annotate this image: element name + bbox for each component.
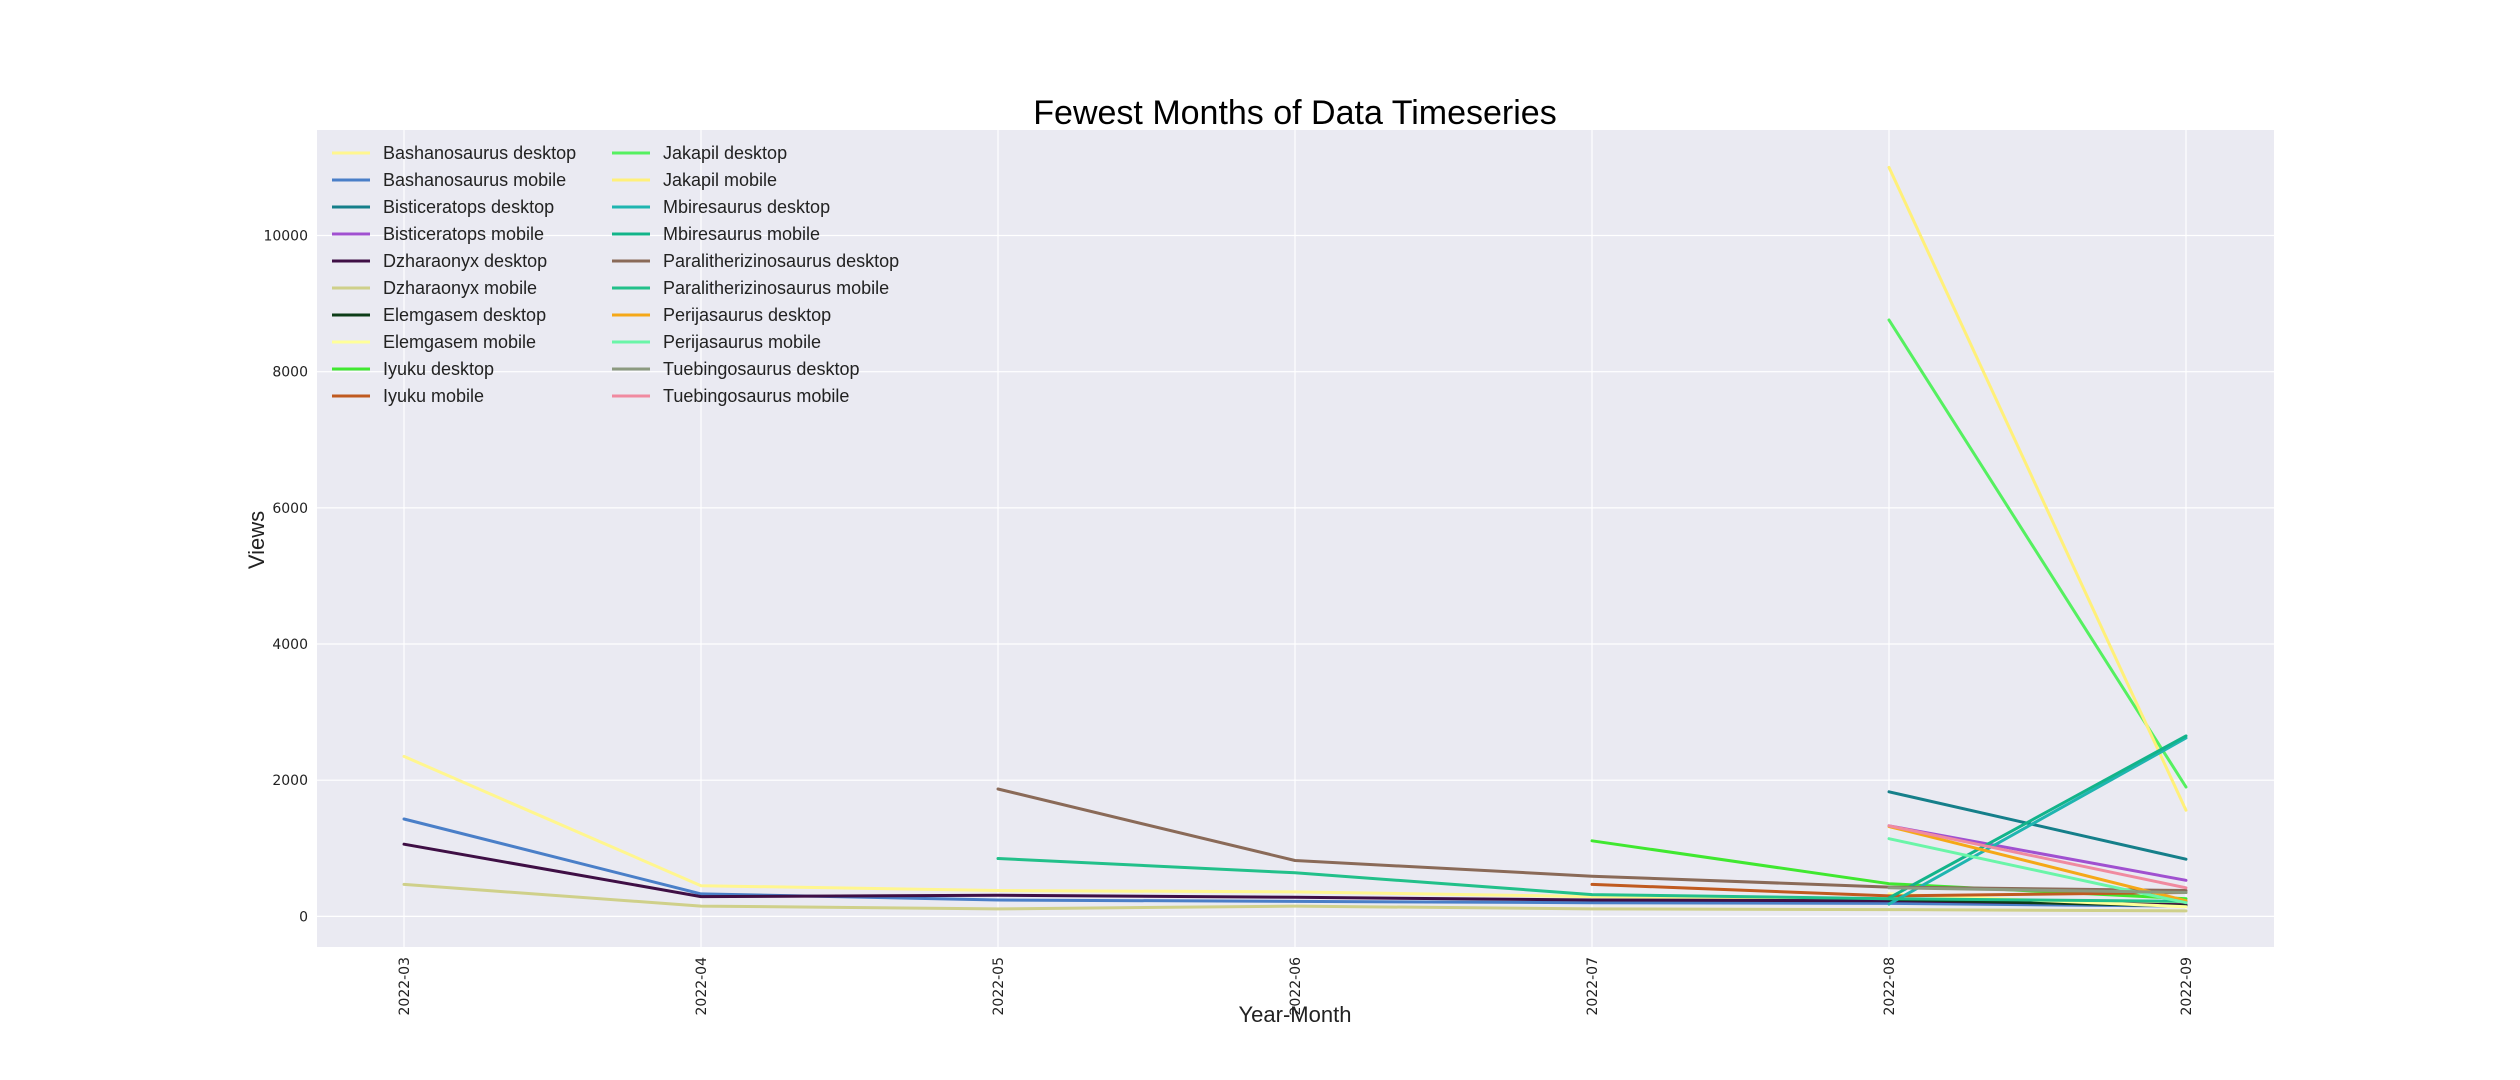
- series-line: [996, 857, 2188, 903]
- series-line: [1887, 790, 2188, 861]
- x-axis-label: Year-Month: [1239, 1002, 1352, 1027]
- x-tick-label: 2022-05: [991, 957, 1007, 1016]
- series-line: [1887, 736, 2188, 906]
- series-line: [1887, 824, 2188, 890]
- y-tick-label: 10000: [263, 229, 308, 245]
- y-tick-label: 8000: [272, 365, 308, 381]
- x-tick-label: 2022-06: [1288, 957, 1304, 1016]
- series-line: [1590, 882, 2188, 898]
- series-line: [1887, 886, 2188, 894]
- y-axis-label: Views: [244, 511, 269, 569]
- x-tick-label: 2022-08: [1882, 957, 1898, 1016]
- series-line: [1887, 734, 2188, 900]
- legend-entry-label: Bisticeratops desktop: [383, 197, 554, 217]
- x-tick-label: 2022-09: [2179, 957, 2195, 1016]
- legend-entry-label: Paralitherizinosaurus mobile: [663, 278, 889, 298]
- y-tick-label: 4000: [272, 637, 308, 653]
- legend: Bashanosaurus desktop Bashanosaurus mobil…: [332, 143, 899, 406]
- x-tick-label: 2022-03: [397, 957, 413, 1016]
- series-line: [1887, 825, 2188, 903]
- legend-entry-label: Dzharaonyx mobile: [383, 278, 537, 298]
- x-tick-labels: 2022-03 2022-04 2022-05 2022-06 2022-07 2022-…: [397, 957, 2195, 1016]
- legend-entry-label: Tuebingosaurus desktop: [663, 359, 859, 379]
- y-tick-label: 6000: [272, 501, 308, 517]
- legend-entry-label: Perijasaurus desktop: [663, 305, 831, 325]
- legend-entry-label: Jakapil mobile: [663, 170, 777, 190]
- legend-entry-label: Paralitherizinosaurus desktop: [663, 251, 899, 271]
- series-line: [1887, 318, 2188, 789]
- y-tick-labels: 0 2000 4000 6000 8000 10000: [263, 229, 308, 926]
- legend-entry-label: Tuebingosaurus mobile: [663, 386, 849, 406]
- legend-entry-label: Mbiresaurus desktop: [663, 197, 830, 217]
- series-lines: [402, 165, 2188, 913]
- y-tick-label: 2000: [272, 773, 308, 789]
- legend-entry-label: Dzharaonyx desktop: [383, 251, 547, 271]
- legend-entry-label: Perijasaurus mobile: [663, 332, 821, 352]
- y-tick-label: 0: [299, 909, 308, 925]
- legend-entry-label: Bashanosaurus desktop: [383, 143, 576, 163]
- legend-entry-label: Iyuku desktop: [383, 359, 494, 379]
- legend-entry-label: Bashanosaurus mobile: [383, 170, 566, 190]
- x-tick-label: 2022-07: [1585, 957, 1601, 1016]
- legend-entry-label: Elemgasem mobile: [383, 332, 536, 352]
- legend-entry-label: Elemgasem desktop: [383, 305, 546, 325]
- legend-entry-label: Jakapil desktop: [663, 143, 787, 163]
- series-line: [1887, 165, 2188, 812]
- chart-title: Fewest Months of Data Timeseries: [1033, 94, 1556, 132]
- legend-entry-label: Bisticeratops mobile: [383, 224, 544, 244]
- legend-entry-label: Mbiresaurus mobile: [663, 224, 820, 244]
- series-line: [402, 882, 2188, 913]
- x-tick-label: 2022-04: [694, 957, 710, 1016]
- legend-entry-label: Iyuku mobile: [383, 386, 484, 406]
